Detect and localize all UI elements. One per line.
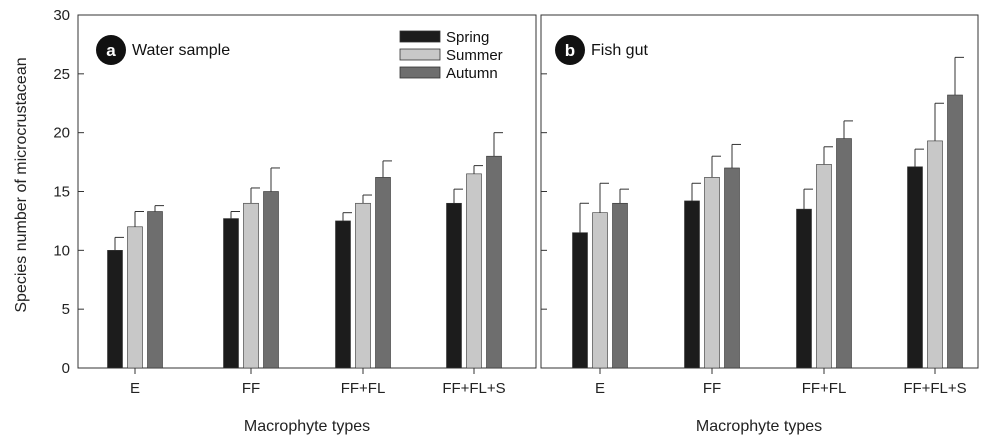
legend-swatch-summer	[399, 48, 441, 61]
y-tick-label: 25	[53, 66, 70, 83]
panel-b-x-axis-title: Macrophyte types	[696, 418, 822, 435]
bar-b-ff-fl-summer	[816, 164, 832, 369]
legend-swatch-spring	[399, 30, 441, 43]
x-tick-label-b-ff-fl: FF+FL	[802, 380, 847, 397]
bar-a-ff-fl-s-spring	[446, 202, 462, 369]
bar-a-ff-fl-s-autumn	[486, 155, 502, 369]
bar-a-ff-autumn	[263, 191, 279, 369]
bar-b-e-summer	[592, 212, 608, 369]
panel-a-badge-circle	[96, 35, 126, 65]
x-tick-label-a-ff-fl: FF+FL	[341, 380, 386, 397]
legend-swatch-autumn	[399, 66, 441, 79]
y-tick-label: 30	[53, 7, 70, 24]
bar-a-ff-fl-summer	[355, 202, 371, 369]
bar-b-ff-autumn	[724, 167, 740, 369]
bar-b-ff-fl-spring	[796, 208, 812, 369]
bar-a-e-summer	[127, 226, 143, 369]
panel-b-badge-letter: b	[565, 41, 575, 60]
panel-b-fish-gut: b Fish gut Macrophyte types E FF FF+FL FF+F…	[540, 14, 979, 435]
bar-b-e-autumn	[612, 202, 628, 369]
bar-b-ff-spring	[684, 200, 700, 369]
bar-a-e-spring	[107, 250, 123, 369]
x-tick-label-a-ff: FF	[242, 380, 260, 397]
bar-b-ff-summer	[704, 177, 720, 369]
x-tick-label-a-e: E	[130, 380, 140, 397]
y-tick-label: 15	[53, 184, 70, 201]
legend-label-spring: Spring	[446, 29, 489, 46]
y-tick-label: 0	[62, 360, 70, 377]
panel-a-badge: a	[96, 35, 126, 65]
y-tick-label: 10	[53, 242, 70, 259]
y-axis-title: Species number of microcrustacean	[13, 57, 30, 312]
x-tick-label-a-ff-fl-s: FF+FL+S	[442, 380, 505, 397]
legend: Spring Summer Autumn	[399, 29, 503, 82]
bar-b-ff-fl-s-summer	[927, 140, 943, 369]
legend-label-summer: Summer	[446, 47, 503, 64]
bar-a-ff-summer	[243, 202, 259, 369]
bar-a-ff-fl-spring	[335, 220, 351, 369]
y-tick-label: 20	[53, 125, 70, 142]
panel-b-badge: b	[555, 35, 585, 65]
x-tick-label-b-ff: FF	[703, 380, 721, 397]
bar-b-ff-fl-s-autumn	[947, 94, 963, 369]
panel-a-title: Water sample	[132, 42, 230, 59]
x-tick-label-b-e: E	[595, 380, 605, 397]
bar-b-e-spring	[572, 232, 588, 369]
y-tick-label: 5	[62, 301, 70, 318]
bar-a-ff-fl-autumn	[375, 177, 391, 369]
legend-label-autumn: Autumn	[446, 65, 498, 82]
panel-b-badge-circle	[555, 35, 585, 65]
panel-a-x-axis-title: Macrophyte types	[244, 418, 370, 435]
panel-b-title: Fish gut	[591, 42, 648, 59]
bar-a-e-autumn	[147, 211, 163, 369]
panel-a-water-sample: a Water sample Spring Summer Autumn Macr…	[53, 7, 537, 435]
x-tick-label-b-ff-fl-s: FF+FL+S	[903, 380, 966, 397]
bar-a-ff-fl-s-summer	[466, 173, 482, 369]
panel-a-badge-letter: a	[106, 41, 116, 60]
bar-a-ff-spring	[223, 218, 239, 369]
bar-b-ff-fl-autumn	[836, 138, 852, 369]
bar-b-ff-fl-s-spring	[907, 166, 923, 369]
